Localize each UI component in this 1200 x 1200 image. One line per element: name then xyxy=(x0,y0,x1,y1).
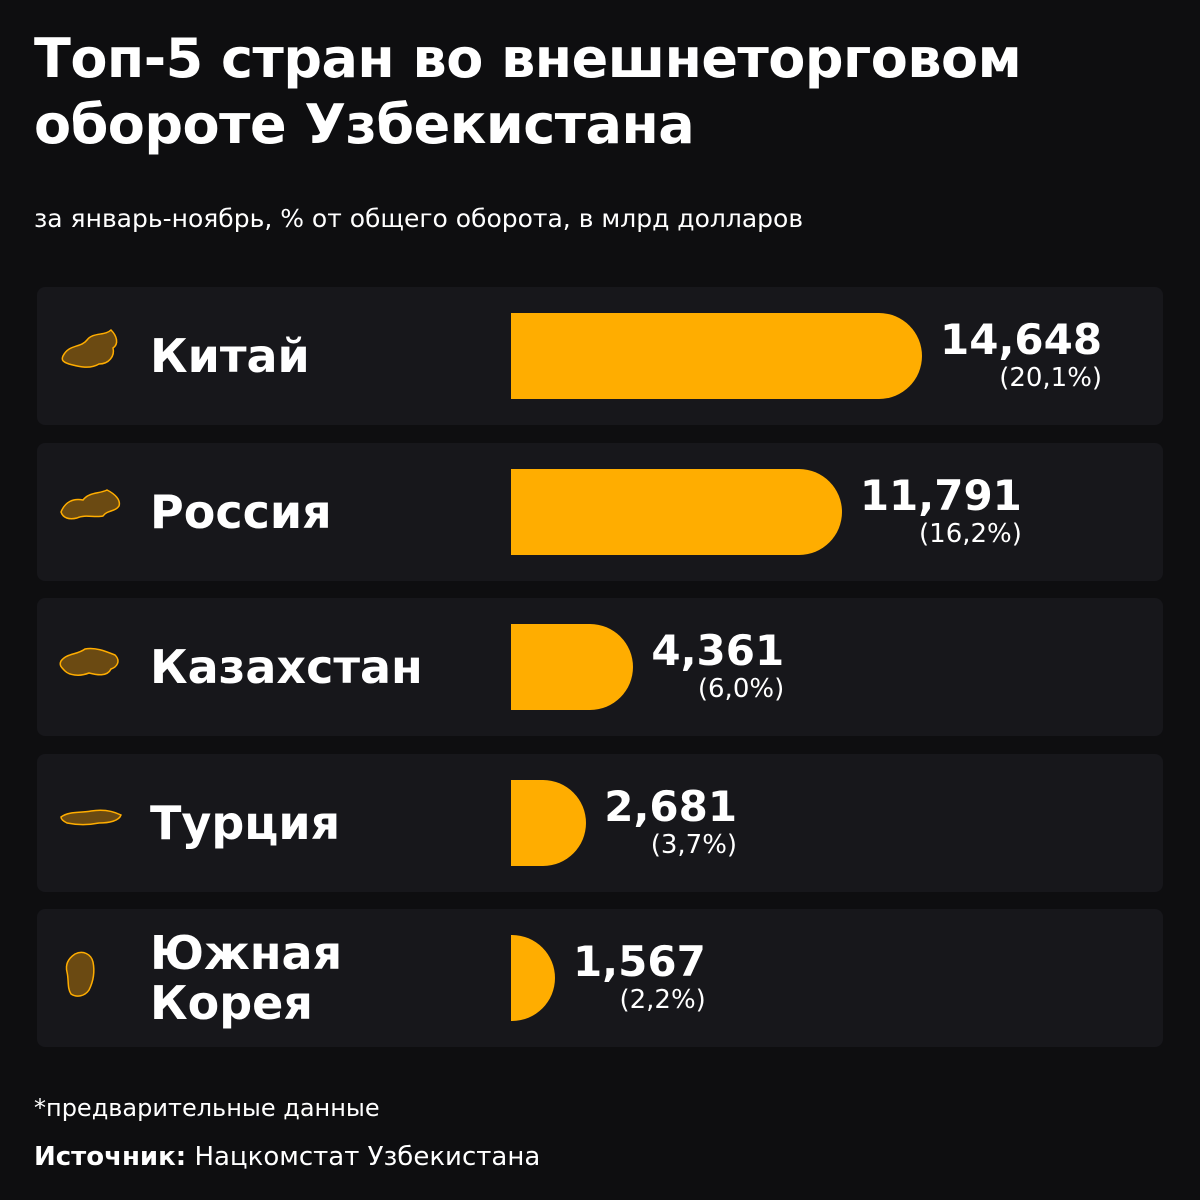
share-label: (16,2%) xyxy=(919,518,1022,549)
value-label: 1,567 xyxy=(572,937,706,986)
map-shape xyxy=(61,328,118,368)
bar xyxy=(511,313,922,399)
share-label: (2,2%) xyxy=(619,985,706,1015)
row: Казахстан 4,361 (6,0%) xyxy=(37,598,1163,736)
row: Китай 14,648 (20,1%) xyxy=(37,287,1163,425)
category-label: Китай xyxy=(150,329,310,383)
bar xyxy=(511,624,634,710)
bar xyxy=(511,779,587,866)
category-label: Южная Корея xyxy=(150,926,343,1030)
chart-subtitle: за январь-ноябрь, % от общего оборота, в… xyxy=(34,204,804,233)
country-icon xyxy=(59,793,125,857)
share-label: (20,1%) xyxy=(999,363,1103,393)
row: Южная Корея 1,567 (2,2%) xyxy=(37,909,1163,1047)
category-label: Казахстан xyxy=(150,640,423,694)
value-block: 1,567 (2,2%) xyxy=(572,937,706,1016)
value-block: 14,648 (20,1%) xyxy=(940,315,1103,394)
map-outline xyxy=(60,808,122,825)
map-outline xyxy=(59,647,119,676)
value-label: 11,791 xyxy=(859,470,1022,520)
map-shape xyxy=(59,647,119,676)
source: Источник: Нацкомстат Узбекистана xyxy=(34,1142,540,1172)
map-shape xyxy=(60,488,121,519)
country-icon xyxy=(59,482,125,546)
chart-title: Топ-5 стран во внешнеторговом обороте Уз… xyxy=(34,27,1022,156)
footnote: *предварительные данные xyxy=(34,1094,380,1122)
map-outline xyxy=(61,328,118,368)
value-label: 2,681 xyxy=(604,781,738,831)
value-block: 11,791 (16,2%) xyxy=(859,470,1022,549)
country-icon xyxy=(59,637,125,701)
map-outline xyxy=(65,951,95,997)
row: Турция 2,681 (3,7%) xyxy=(37,753,1163,892)
map-shape xyxy=(60,808,122,825)
value-block: 4,361 (6,0%) xyxy=(651,626,785,705)
category-label: Россия xyxy=(150,484,332,539)
value-block: 2,681 (3,7%) xyxy=(604,781,738,860)
country-icon xyxy=(59,326,125,390)
bar xyxy=(511,935,555,1021)
share-label: (6,0%) xyxy=(697,674,785,704)
row: Россия 11,791 (16,2%) xyxy=(37,442,1163,581)
category-label: Турция xyxy=(150,795,341,850)
source-text: Нацкомстат Узбекистана xyxy=(194,1142,541,1172)
value-label: 14,648 xyxy=(940,315,1103,364)
bar xyxy=(511,468,842,555)
country-icon xyxy=(59,948,125,1012)
map-outline xyxy=(60,488,121,519)
map-shape xyxy=(65,951,95,997)
value-label: 4,361 xyxy=(651,626,785,675)
source-label: Источник: xyxy=(34,1142,187,1172)
share-label: (3,7%) xyxy=(650,829,738,860)
